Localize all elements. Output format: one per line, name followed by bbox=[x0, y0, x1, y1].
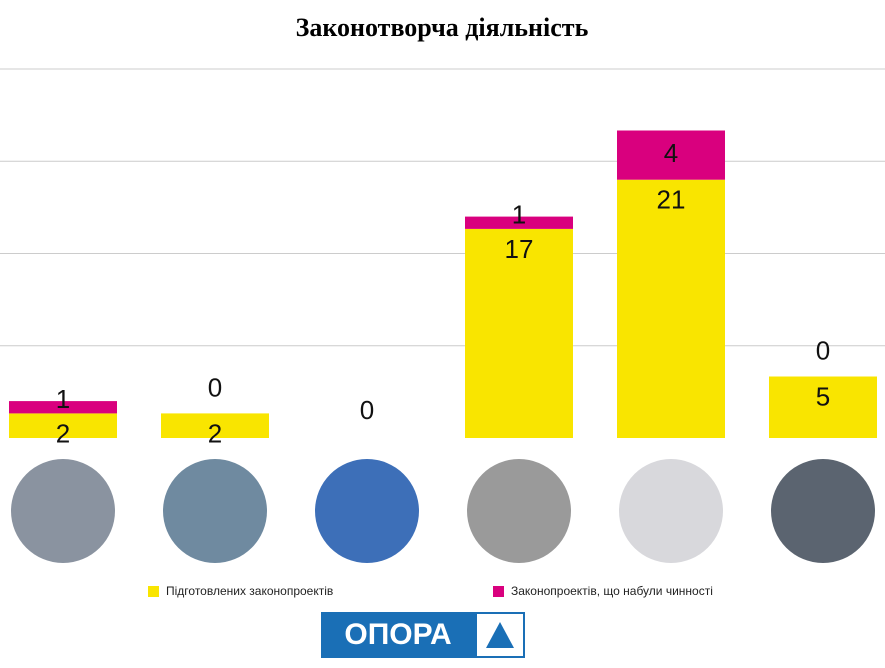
value-label: 17 bbox=[505, 234, 534, 264]
bar-segment bbox=[617, 179, 725, 438]
legend-swatch bbox=[148, 586, 159, 597]
value-label: 0 bbox=[208, 372, 222, 402]
legend-label: Законопроектів, що набули чинності bbox=[511, 584, 713, 598]
value-label: 21 bbox=[657, 185, 686, 215]
bar-segment bbox=[465, 216, 573, 229]
logo: ОПОРА bbox=[344, 618, 451, 651]
photo bbox=[771, 459, 875, 563]
value-label: 1 bbox=[512, 200, 526, 230]
value-label: 2 bbox=[208, 418, 222, 448]
chart-title: Законотворча діяльність bbox=[296, 13, 589, 42]
photo bbox=[315, 459, 419, 563]
photo bbox=[619, 459, 723, 563]
value-label: 2 bbox=[56, 418, 70, 448]
bar-segment bbox=[9, 401, 117, 414]
bar-segment bbox=[161, 413, 269, 438]
value-label: 0 bbox=[360, 395, 374, 425]
value-label: 4 bbox=[664, 138, 678, 168]
value-label: 1 bbox=[56, 384, 70, 414]
legend-label: Підготовлених законопроектів bbox=[166, 584, 333, 598]
bar-segment bbox=[9, 413, 117, 438]
photo bbox=[11, 459, 115, 563]
logo-triangle bbox=[486, 622, 514, 648]
bar-segment bbox=[465, 228, 573, 438]
legend-swatch bbox=[493, 586, 504, 597]
photo bbox=[163, 459, 267, 563]
bar-segment bbox=[617, 130, 725, 180]
value-label: 5 bbox=[816, 381, 830, 411]
bar-segment bbox=[769, 376, 877, 438]
photos bbox=[11, 459, 875, 563]
photo bbox=[467, 459, 571, 563]
value-label: 0 bbox=[816, 335, 830, 365]
